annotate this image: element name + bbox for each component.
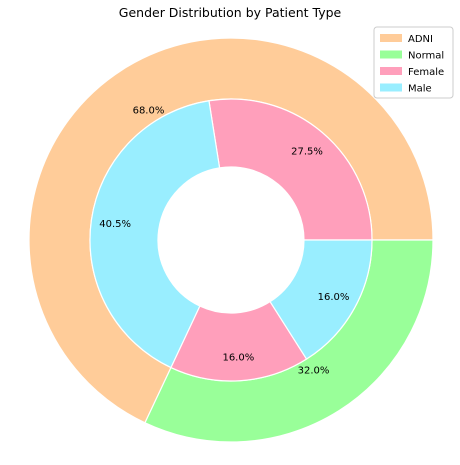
legend-frame bbox=[373, 26, 454, 99]
inner-slice-male-3 bbox=[269, 239, 373, 360]
outer-slice-label-1: 32.0% bbox=[298, 366, 330, 377]
legend-swatch-normal bbox=[380, 50, 402, 59]
inner-slice-label-3: 16.0% bbox=[318, 292, 350, 303]
legend-label-normal: Normal bbox=[408, 51, 444, 62]
legend-label-adni: ADNI bbox=[408, 34, 433, 45]
chart-title: Gender Distribution by Patient Type bbox=[119, 5, 342, 20]
legend-swatch-adni bbox=[380, 34, 402, 42]
inner-slice-label-2: 16.0% bbox=[222, 352, 254, 363]
inner-slice-label-0: 27.5% bbox=[291, 147, 323, 158]
legend-swatch-male bbox=[380, 83, 402, 92]
legend-label-female: Female bbox=[408, 67, 444, 78]
legend-swatch-female bbox=[380, 67, 402, 75]
inner-ring bbox=[89, 98, 373, 382]
slice-labels: 68.0% 32.0% 27.5% 40.5% 16.0% 16.0% bbox=[99, 105, 349, 376]
inner-slice-male-1 bbox=[89, 100, 221, 369]
inner-slice-female-0 bbox=[208, 98, 373, 241]
legend: ADNI Normal Female Male bbox=[373, 26, 454, 99]
inner-slice-label-1: 40.5% bbox=[99, 219, 131, 230]
legend-label-male: Male bbox=[408, 84, 432, 95]
outer-slice-label-0: 68.0% bbox=[133, 105, 165, 116]
